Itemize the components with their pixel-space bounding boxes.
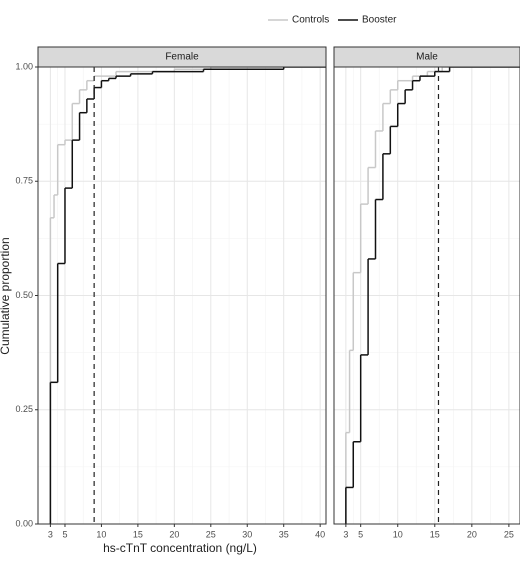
x-tick-label: 15 [133, 529, 143, 539]
x-tick-label: 5 [62, 529, 67, 539]
y-tick-label: 1.00 [15, 61, 33, 71]
legend-label: Controls [292, 15, 329, 26]
x-tick-label: 35 [279, 529, 289, 539]
strip [37, 46, 327, 68]
x-tick-label: 25 [206, 529, 216, 539]
strip-label: Male [416, 52, 438, 63]
x-tick-label: 10 [393, 529, 403, 539]
legend-label: Booster [362, 15, 397, 26]
x-tick-label: 25 [504, 529, 514, 539]
x-axis-title: hs-cTnT concentration (ng/L) [103, 541, 257, 555]
x-tick-label: 5 [358, 529, 363, 539]
x-tick-label: 30 [242, 529, 252, 539]
strip-label: Female [165, 52, 199, 63]
y-tick-label: 0.75 [15, 176, 33, 186]
x-tick-label: 20 [169, 529, 179, 539]
x-tick-label: 20 [467, 529, 477, 539]
y-tick-label: 0.25 [15, 404, 33, 414]
strip [333, 46, 520, 68]
x-tick-label: 15 [430, 529, 440, 539]
y-axis-title: Cumulative proportion [0, 237, 12, 354]
x-tick-label: 3 [48, 529, 53, 539]
x-tick-label: 10 [96, 529, 106, 539]
y-tick-label: 0.50 [15, 290, 33, 300]
x-tick-label: 3 [343, 529, 348, 539]
x-tick-label: 40 [315, 529, 325, 539]
y-tick-label: 0.00 [15, 518, 33, 528]
